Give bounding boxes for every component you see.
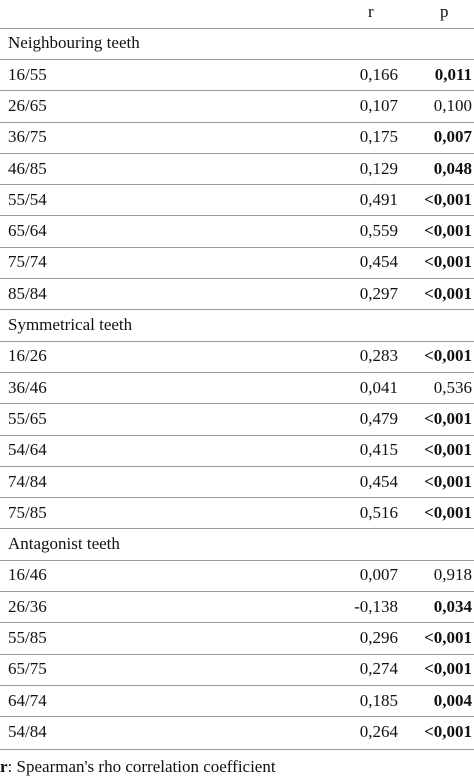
r-value: 0,107 [359, 95, 398, 115]
row-divider [0, 340, 474, 342]
row-label: 54/64 [8, 440, 47, 460]
r-value: 0,041 [359, 377, 398, 397]
footnote-symbol: r [0, 757, 8, 776]
row-divider [0, 528, 474, 530]
row-divider [0, 309, 474, 311]
row-label: 55/65 [8, 408, 47, 428]
row-divider [0, 58, 474, 60]
p-value: 0,011 [434, 64, 472, 84]
section-title: Symmetrical teeth [8, 315, 133, 334]
section-title: Antagonist teeth [8, 534, 120, 554]
row-divider [0, 403, 474, 405]
row-label: 75/74 [8, 252, 47, 272]
row-label: 26/65 [8, 95, 47, 115]
row-label: 54/84 [8, 721, 47, 741]
r-value: 0,166 [359, 64, 398, 84]
row-divider [0, 559, 474, 561]
p-value: 0,004 [433, 690, 472, 710]
row-label: 55/54 [8, 189, 47, 209]
row-divider [0, 371, 474, 373]
row-divider [0, 653, 474, 655]
p-value: 0,918 [433, 565, 472, 585]
col-header-p: p [440, 2, 449, 21]
row-label: 85/84 [8, 283, 47, 303]
row-label: 55/85 [8, 628, 47, 647]
row-label: 65/64 [8, 221, 47, 241]
p-value: 0,536 [433, 377, 472, 397]
p-value: <0,001 [424, 471, 472, 491]
p-value: 0,034 [433, 596, 472, 616]
p-value: <0,001 [424, 721, 472, 741]
row-divider [0, 90, 474, 92]
p-value: <0,001 [424, 502, 472, 522]
row-divider [0, 497, 474, 499]
row-divider [0, 748, 474, 750]
row-label: 16/26 [8, 346, 47, 366]
row-label: 16/46 [8, 565, 47, 585]
row-divider [0, 215, 474, 217]
r-value: 0,415 [359, 440, 398, 460]
p-value: <0,001 [424, 346, 472, 366]
row-label: 65/75 [8, 659, 47, 679]
p-value: <0,001 [424, 252, 472, 272]
row-label: 75/85 [8, 502, 47, 522]
footnote: r: Spearman's rho correlation coefficien… [0, 757, 276, 777]
row-divider [0, 622, 474, 624]
r-value: 0,283 [359, 346, 398, 366]
r-value: 0,007 [359, 565, 398, 585]
p-value: 0,007 [433, 127, 472, 147]
p-value: <0,001 [424, 628, 472, 647]
r-value: 0,264 [359, 721, 398, 741]
row-divider [0, 27, 474, 29]
p-value: <0,001 [424, 283, 472, 303]
row-divider [0, 152, 474, 154]
r-value: 0,175 [359, 127, 398, 147]
r-value: 0,454 [359, 471, 398, 491]
r-value: 0,491 [359, 189, 398, 209]
row-label: 64/74 [8, 690, 47, 710]
row-label: 26/36 [8, 596, 47, 616]
row-divider [0, 716, 474, 718]
r-value: 0,516 [359, 502, 398, 522]
r-value: 0,297 [359, 283, 398, 303]
row-divider [0, 684, 474, 686]
row-label: 16/55 [8, 64, 47, 84]
row-label: 36/46 [8, 377, 47, 397]
col-header-r: r [368, 2, 374, 21]
row-divider [0, 465, 474, 467]
r-value: 0,185 [359, 690, 398, 710]
row-divider [0, 434, 474, 436]
r-value: 0,296 [359, 628, 398, 647]
row-label: 74/84 [8, 471, 47, 491]
row-divider [0, 121, 474, 123]
p-value: <0,001 [424, 189, 472, 209]
row-label: 36/75 [8, 127, 47, 147]
p-value: 0,100 [433, 95, 472, 115]
p-value: <0,001 [424, 408, 472, 428]
row-divider [0, 278, 474, 280]
p-value: <0,001 [424, 659, 472, 679]
r-value: 0,479 [359, 408, 398, 428]
section-title: Neighbouring teeth [8, 33, 140, 53]
r-value: 0,129 [359, 158, 398, 178]
row-divider [0, 184, 474, 186]
row-divider [0, 246, 474, 248]
p-value: 0,048 [433, 158, 472, 178]
r-value: -0,138 [354, 596, 398, 616]
p-value: <0,001 [424, 440, 472, 460]
r-value: 0,274 [359, 659, 398, 679]
footnote-text: : Spearman's rho correlation coefficient [7, 757, 276, 776]
r-value: 0,559 [359, 221, 398, 241]
r-value: 0,454 [359, 252, 398, 272]
row-divider [0, 591, 474, 593]
row-label: 46/85 [8, 158, 47, 178]
p-value: <0,001 [424, 221, 472, 241]
